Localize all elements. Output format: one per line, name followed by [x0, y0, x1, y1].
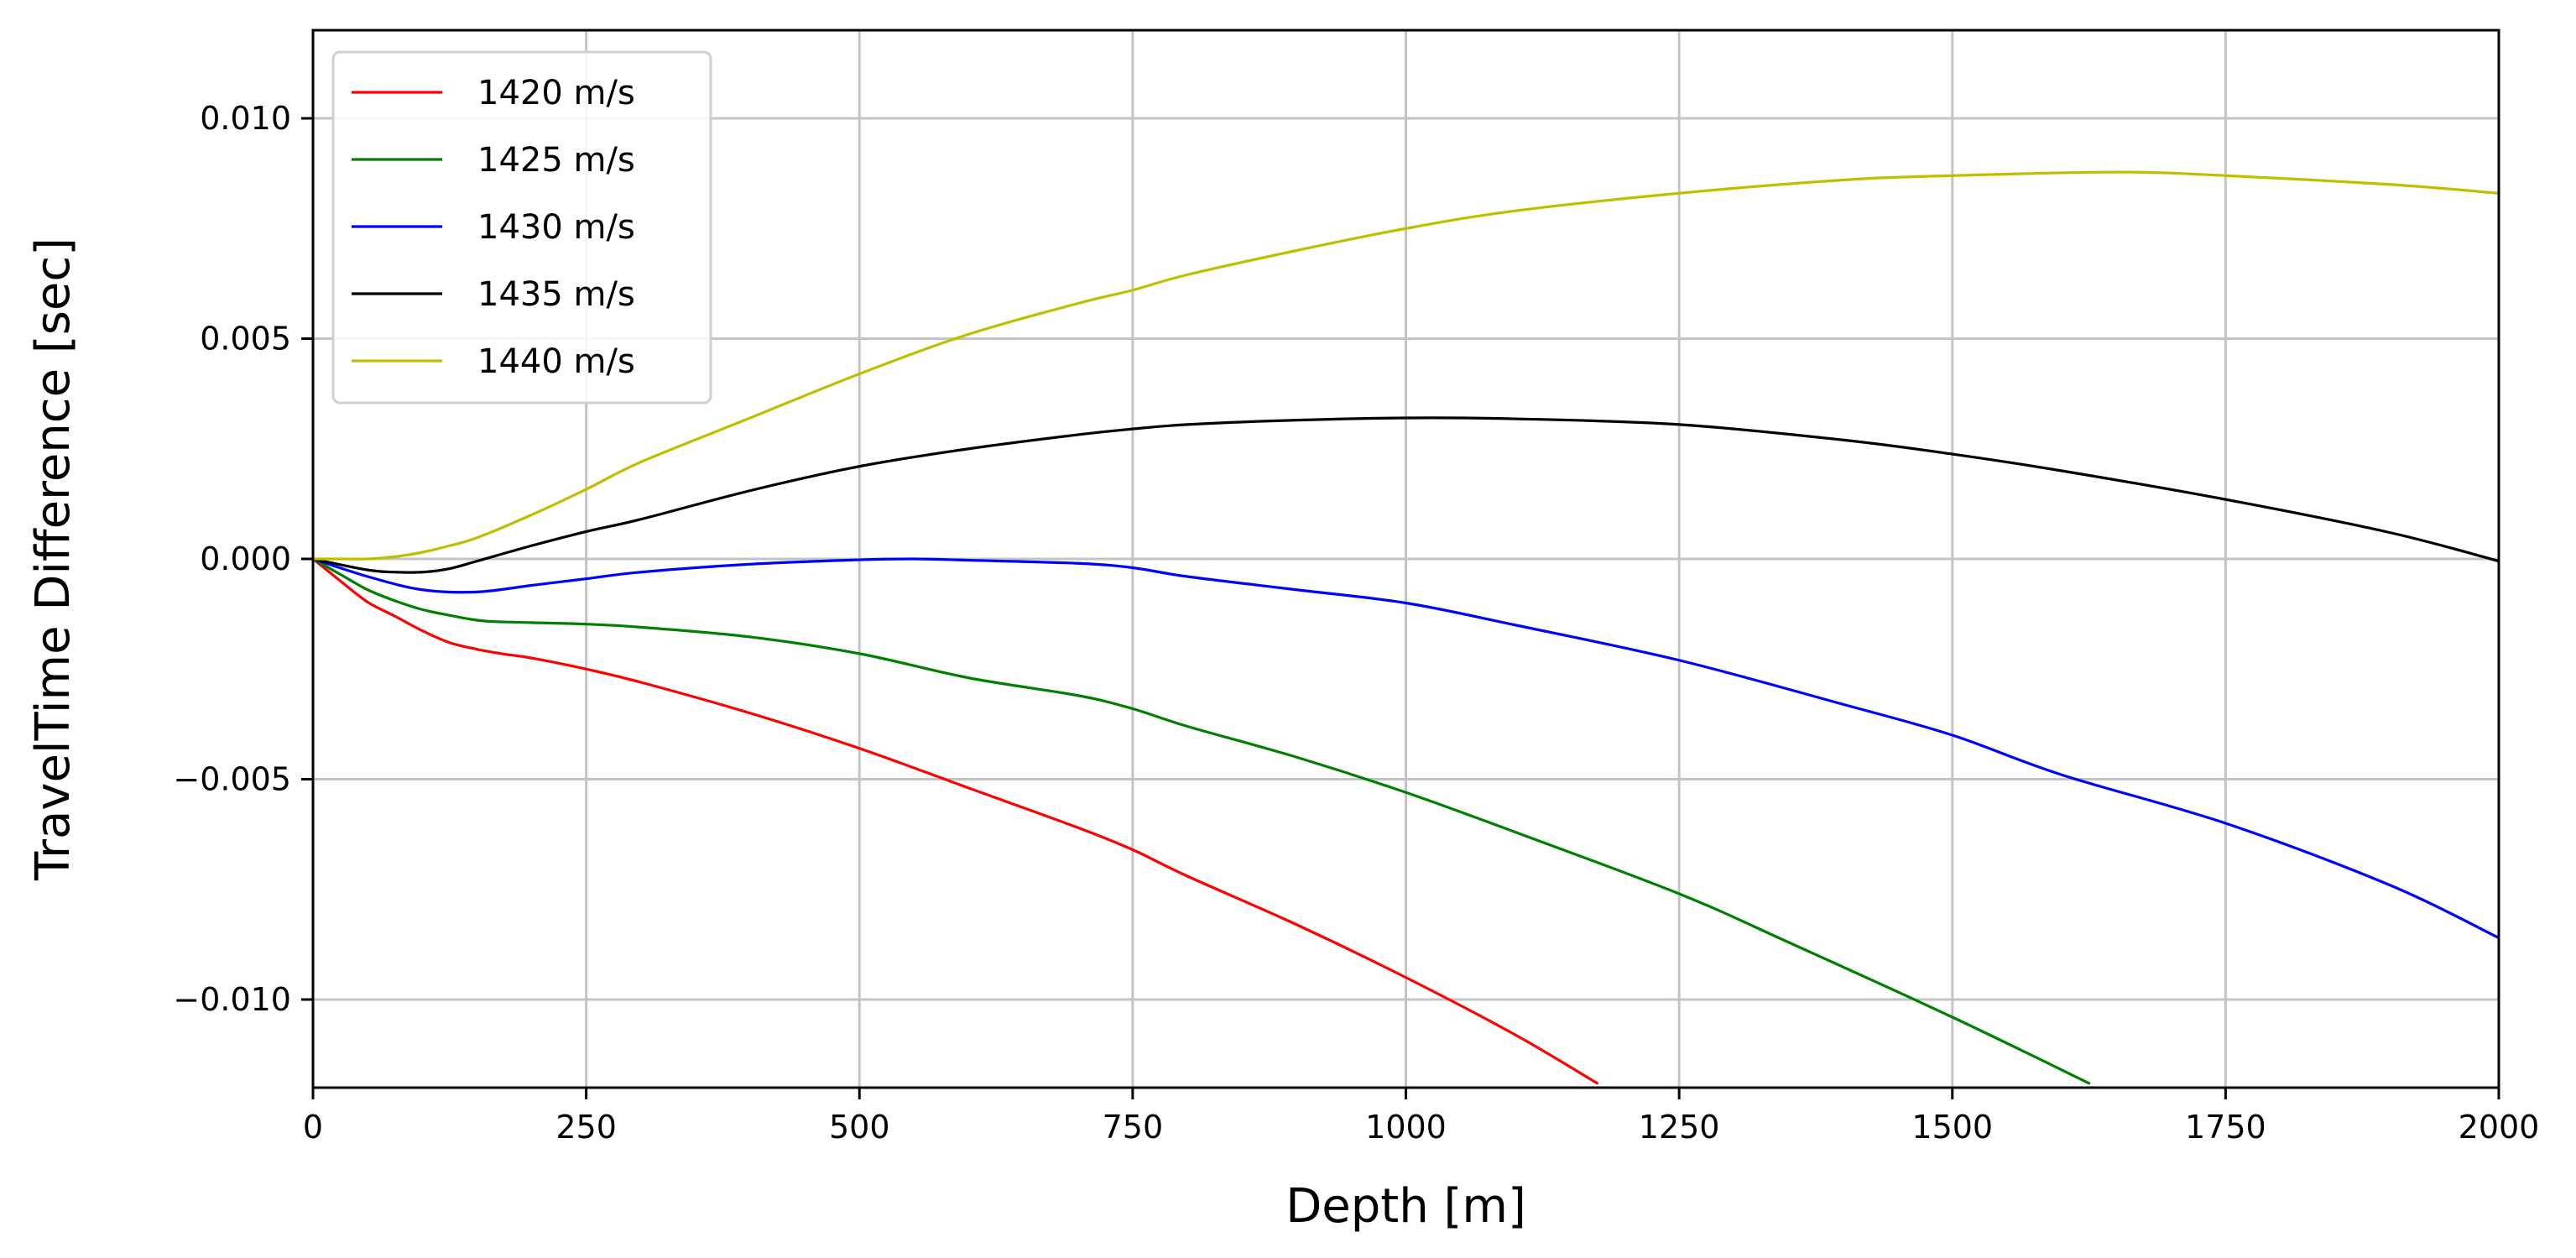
series-line-1430-m-s [313, 557, 2499, 940]
y-axis-ticks: −0.010 −0.005 0.000 0.005 0.010 [173, 100, 313, 1018]
x-tick-label: 250 [555, 1109, 617, 1146]
x-tick-label: 1750 [2185, 1109, 2266, 1146]
legend-label: 1430 m/s [477, 208, 635, 247]
x-tick-label: 1500 [1911, 1109, 1993, 1146]
y-tick-label: −0.010 [173, 981, 291, 1018]
legend-label: 1435 m/s [477, 275, 635, 314]
series-lines [313, 170, 2499, 1085]
x-tick-label: 750 [1103, 1109, 1164, 1146]
series-line-1435-m-s [313, 416, 2499, 574]
series-line-1425-m-s [313, 557, 2091, 1085]
x-tick-label: 0 [303, 1109, 323, 1146]
y-axis-title: TravelTime Difference [sec] [26, 238, 81, 881]
series-line-1440-m-s [313, 170, 2499, 561]
legend-label: 1425 m/s [477, 141, 635, 180]
legend: 1420 m/s 1425 m/s 1430 m/s 1435 m/s 1440 m/s [331, 50, 712, 405]
legend-label: 1420 m/s [477, 74, 635, 112]
x-tick-label: 1000 [1365, 1109, 1447, 1146]
legend-box [331, 50, 712, 405]
x-tick-label: 1250 [1639, 1109, 1720, 1146]
y-tick-label: −0.005 [173, 761, 291, 798]
plot-area [313, 170, 2499, 1085]
x-tick-label: 2000 [2459, 1109, 2540, 1146]
y-tick-label: 0.000 [200, 540, 291, 577]
y-tick-label: 0.005 [200, 321, 291, 358]
x-axis-title: Depth [m] [1285, 1179, 1526, 1234]
x-tick-label: 500 [829, 1109, 890, 1146]
series-line-1420-m-s [313, 557, 1599, 1085]
y-tick-label: 0.010 [200, 100, 291, 137]
x-axis-ticks: 0 250 500 750 1000 1250 1500 1750 2000 [303, 1088, 2539, 1146]
legend-label: 1440 m/s [477, 342, 635, 381]
